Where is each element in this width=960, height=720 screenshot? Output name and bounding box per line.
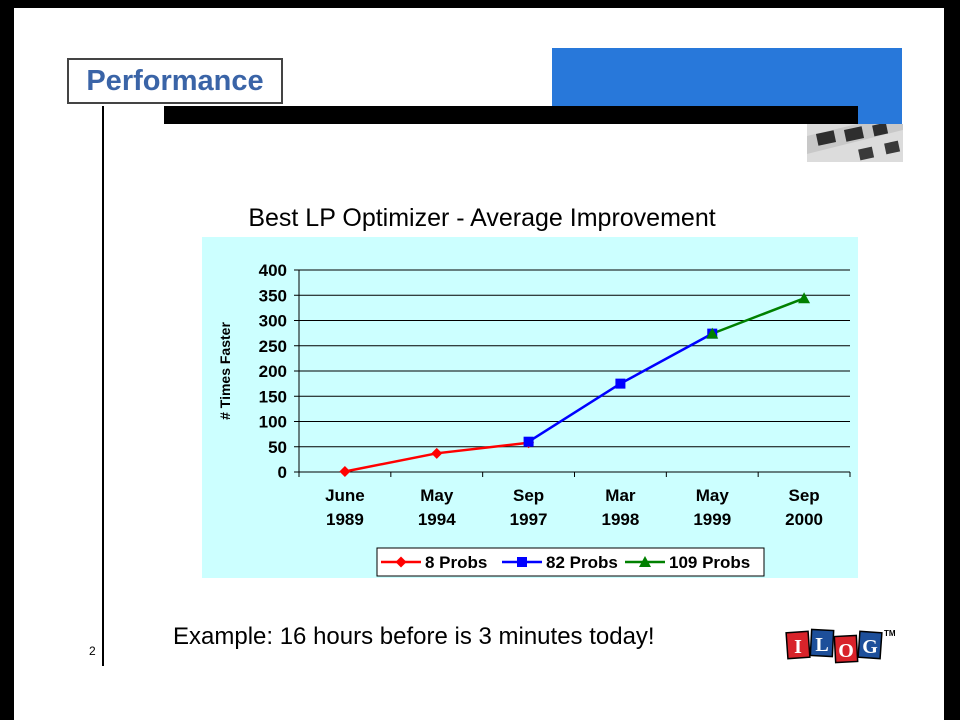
line-chart: 0 50 100 150 200 250 300 350 400 June 1989 May 1994 S… [202,237,858,578]
chart-background [202,237,858,578]
ilog-logo: I L O G TM [785,628,896,664]
legend-box [376,547,765,577]
legend-label: 8 Probs [425,553,487,572]
caption: Example: 16 hours before is 3 minutes to… [173,623,655,650]
x-tick-label: June 1989 [325,486,365,529]
x-tick-label: May 1994 [418,486,456,529]
data-point-triangle [706,327,719,339]
logo-mark: I L O G TM [785,628,896,664]
svg-text:O: O [838,640,854,662]
x-tick-label: Mar 1998 [602,486,640,529]
legend-marker [395,556,407,568]
data-point-square [523,436,534,447]
legend-marker [639,556,651,567]
data-point-triangle [798,292,811,304]
x-tick-label: Sep 1997 [510,486,548,529]
data-point-square [615,378,626,389]
legend-marker [517,557,527,567]
legend-label: 109 Probs [669,553,750,572]
y-tick-label: 350 [259,286,287,305]
y-tick-label: 50 [268,438,287,457]
svg-text:I: I [794,636,802,658]
building-photo [807,124,903,162]
legend-label: 82 Probs [546,553,618,572]
y-tick-label: 150 [259,387,287,406]
page-number: 2 [89,644,96,658]
left-rule [102,106,104,666]
series-line [711,297,805,335]
chart-title: Best LP Optimizer - Average Improvement [248,204,716,232]
slide: Performance Best LP Optimizer - Average … [14,8,944,720]
y-axis-label: # Times Faster [217,322,233,420]
data-point-diamond [339,465,351,477]
svg-text:G: G [862,636,878,658]
y-tick-label: 400 [259,261,287,280]
y-tick-label: 100 [259,413,287,432]
slide-title: Performance [86,64,264,97]
y-tick-label: 300 [259,312,287,331]
y-tick-label: 0 [278,463,287,482]
header-black-bar [164,106,858,124]
x-tick-label: May 1999 [693,486,731,529]
x-tick-label: Sep 2000 [785,486,823,529]
y-tick-label: 200 [259,362,287,381]
title-box: Performance [67,58,283,104]
svg-text:L: L [815,634,828,656]
y-tick-label: 250 [259,337,287,356]
data-point-diamond [431,447,443,459]
svg-text:TM: TM [884,629,896,638]
